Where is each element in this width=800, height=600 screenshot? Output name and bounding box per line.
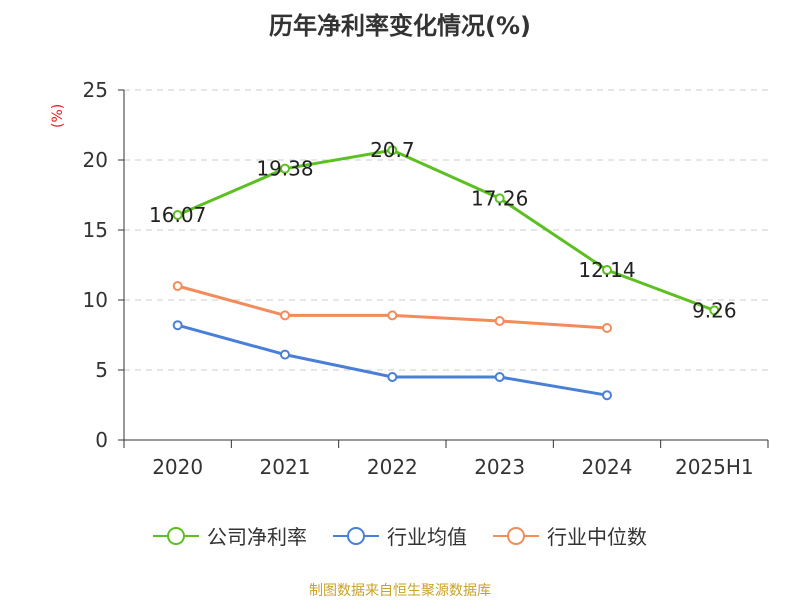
data-label: 12.14	[578, 258, 635, 282]
data-label: 16.07	[149, 203, 206, 227]
legend-label-industry-median: 行业中位数	[547, 525, 647, 549]
data-point	[494, 316, 505, 326]
x-tick-label: 2025H1	[675, 455, 754, 479]
series-layer	[172, 145, 720, 401]
data-label: 19.38	[256, 157, 313, 181]
y-tick-label: 20	[83, 148, 108, 172]
data-point	[172, 320, 183, 331]
data-point	[387, 310, 398, 321]
data-point	[602, 265, 612, 276]
series-line-0	[177, 148, 715, 312]
grid-lines	[124, 89, 768, 371]
legend-item-company[interactable]: 公司净利率	[153, 521, 307, 550]
x-tick-label: 2023	[474, 455, 525, 479]
x-tick-label: 2024	[582, 455, 633, 479]
legend-item-industry-median[interactable]: 行业中位数	[493, 521, 647, 550]
series-line-2	[177, 284, 608, 330]
x-tick-label: 2020	[152, 455, 203, 479]
x-tick-label: 2021	[260, 455, 311, 479]
legend-label-company: 公司净利率	[207, 525, 307, 549]
data-label: 20.7	[370, 138, 415, 162]
data-label: 17.26	[471, 186, 528, 210]
y-tick-label: 0	[95, 428, 108, 452]
data-point	[280, 310, 290, 321]
data-point	[172, 281, 183, 291]
data-label: 9.26	[692, 298, 737, 322]
data-point	[494, 193, 505, 204]
data-point	[494, 372, 505, 382]
data-point	[602, 323, 612, 333]
y-tick-label: 25	[83, 78, 108, 102]
data-source-note: 制图数据来自恒生聚源数据库	[309, 583, 491, 599]
legend-swatch-company	[153, 526, 199, 545]
legend-swatch-industry-mean	[333, 526, 379, 545]
data-point	[387, 145, 398, 156]
series-line-1	[177, 323, 608, 397]
legend-swatch-industry-median	[493, 526, 539, 545]
y-tick-label: 5	[95, 358, 108, 382]
data-point	[387, 372, 398, 382]
legend: 公司净利率 行业均值 行业中位数	[0, 521, 800, 550]
data-point	[602, 390, 612, 401]
x-tick-label: 2022	[367, 455, 418, 479]
chart-title: 历年净利率变化情况(%)	[269, 12, 531, 40]
data-point	[172, 210, 183, 221]
y-tick-label: 15	[83, 218, 108, 242]
data-labels: 16.07 19.38 20.7 17.26 12.14 9.26	[149, 138, 737, 322]
data-point	[709, 305, 720, 316]
legend-label-industry-mean: 行业均值	[387, 525, 467, 549]
data-point	[280, 349, 290, 360]
axes: 0 5 10 15 20 25 2020 2021 2022 2023 2024 2025H1	[83, 78, 769, 479]
y-tick-label: 10	[83, 288, 108, 312]
data-point	[280, 163, 290, 174]
legend-item-industry-mean[interactable]: 行业均值	[333, 521, 467, 550]
